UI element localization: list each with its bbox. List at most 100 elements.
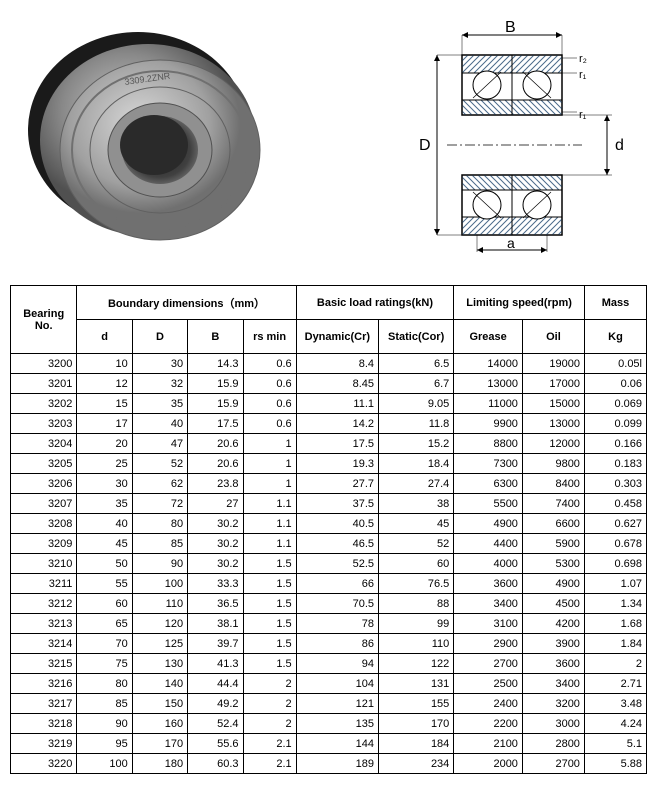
table-cell: 86 [296, 634, 378, 654]
table-cell: 76.5 [379, 574, 454, 594]
table-cell: 1.68 [584, 614, 646, 634]
table-row: 32126011036.51.570.588340045001.34 [11, 594, 647, 614]
th-boundary: Boundary dimensions（mm） [77, 286, 296, 320]
table-cell: 38 [379, 494, 454, 514]
table-cell: 15000 [522, 394, 584, 414]
table-cell: 11.8 [379, 414, 454, 434]
table-cell: 27.7 [296, 474, 378, 494]
table-row: 3202153515.90.611.19.0511000150000.069 [11, 394, 647, 414]
table-cell: 72 [132, 494, 187, 514]
table-cell: 18.4 [379, 454, 454, 474]
table-cell: 40 [77, 514, 132, 534]
table-cell: 0.05l [584, 354, 646, 374]
table-row: 3206306223.8127.727.4630084000.303 [11, 474, 647, 494]
table-cell: 85 [132, 534, 187, 554]
table-cell: 4900 [522, 574, 584, 594]
table-cell: 0.6 [243, 354, 296, 374]
dim-B-label: B [505, 20, 516, 36]
table-cell: 4500 [522, 594, 584, 614]
table-cell: 99 [379, 614, 454, 634]
table-cell: 184 [379, 734, 454, 754]
table-cell: 3205 [11, 454, 77, 474]
table-cell: 85 [77, 694, 132, 714]
table-cell: 2700 [522, 754, 584, 774]
table-cell: 15.9 [188, 394, 243, 414]
table-cell: 120 [132, 614, 187, 634]
table-cell: 2100 [454, 734, 523, 754]
table-cell: 100 [77, 754, 132, 774]
table-cell: 14.3 [188, 354, 243, 374]
table-cell: 11.1 [296, 394, 378, 414]
th-static: Static(Cor) [379, 320, 454, 354]
table-row: 32199517055.62.1144184210028005.1 [11, 734, 647, 754]
table-cell: 60 [379, 554, 454, 574]
table-cell: 3214 [11, 634, 77, 654]
table-cell: 11000 [454, 394, 523, 414]
table-cell: 66 [296, 574, 378, 594]
table-cell: 2 [243, 674, 296, 694]
table-row: 3205255220.6119.318.4730098000.183 [11, 454, 647, 474]
table-cell: 1.5 [243, 614, 296, 634]
table-cell: 8.45 [296, 374, 378, 394]
table-cell: 10 [77, 354, 132, 374]
table-cell: 20 [77, 434, 132, 454]
table-row: 3203174017.50.614.211.89900130000.099 [11, 414, 647, 434]
table-cell: 35 [77, 494, 132, 514]
table-cell: 37.5 [296, 494, 378, 514]
table-cell: 3000 [522, 714, 584, 734]
table-cell: 45 [379, 514, 454, 534]
table-cell: 90 [132, 554, 187, 574]
table-cell: 234 [379, 754, 454, 774]
table-cell: 3208 [11, 514, 77, 534]
table-cell: 39.7 [188, 634, 243, 654]
spec-table-container: Bearing No. Boundary dimensions（mm） Basi… [0, 280, 657, 784]
table-cell: 121 [296, 694, 378, 714]
table-cell: 0.166 [584, 434, 646, 454]
table-cell: 4900 [454, 514, 523, 534]
table-cell: 0.6 [243, 414, 296, 434]
table-cell: 5.1 [584, 734, 646, 754]
table-cell: 1.5 [243, 554, 296, 574]
table-cell: 4400 [454, 534, 523, 554]
table-cell: 3216 [11, 674, 77, 694]
table-cell: 0.099 [584, 414, 646, 434]
table-cell: 20.6 [188, 454, 243, 474]
table-cell: 20.6 [188, 434, 243, 454]
table-cell: 49.2 [188, 694, 243, 714]
table-cell: 14000 [454, 354, 523, 374]
table-cell: 2 [243, 714, 296, 734]
table-cell: 125 [132, 634, 187, 654]
table-row: 32073572271.137.538550074000.458 [11, 494, 647, 514]
table-cell: 1.07 [584, 574, 646, 594]
table-cell: 3219 [11, 734, 77, 754]
table-cell: 0.303 [584, 474, 646, 494]
table-cell: 9900 [454, 414, 523, 434]
table-cell: 3215 [11, 654, 77, 674]
th-d: d [77, 320, 132, 354]
dim-r1-label: r₁ [579, 69, 587, 81]
table-cell: 2.1 [243, 734, 296, 754]
table-cell: 62 [132, 474, 187, 494]
table-row: 3210509030.21.552.560400053000.698 [11, 554, 647, 574]
table-cell: 3203 [11, 414, 77, 434]
table-row: 32157513041.31.594122270036002 [11, 654, 647, 674]
table-cell: 131 [379, 674, 454, 694]
table-cell: 4200 [522, 614, 584, 634]
table-cell: 36.5 [188, 594, 243, 614]
table-cell: 12 [77, 374, 132, 394]
table-cell: 75 [77, 654, 132, 674]
dim-d-label: d [615, 137, 624, 154]
table-cell: 52.4 [188, 714, 243, 734]
table-cell: 1.5 [243, 634, 296, 654]
th-dynamic: Dynamic(Cr) [296, 320, 378, 354]
table-cell: 27.4 [379, 474, 454, 494]
th-D: D [132, 320, 187, 354]
table-row: 3204204720.6117.515.28800120000.166 [11, 434, 647, 454]
table-cell: 6600 [522, 514, 584, 534]
table-cell: 60.3 [188, 754, 243, 774]
table-cell: 19.3 [296, 454, 378, 474]
dim-D-label: D [419, 137, 431, 154]
table-cell: 110 [132, 594, 187, 614]
table-cell: 3202 [11, 394, 77, 414]
table-cell: 15.2 [379, 434, 454, 454]
